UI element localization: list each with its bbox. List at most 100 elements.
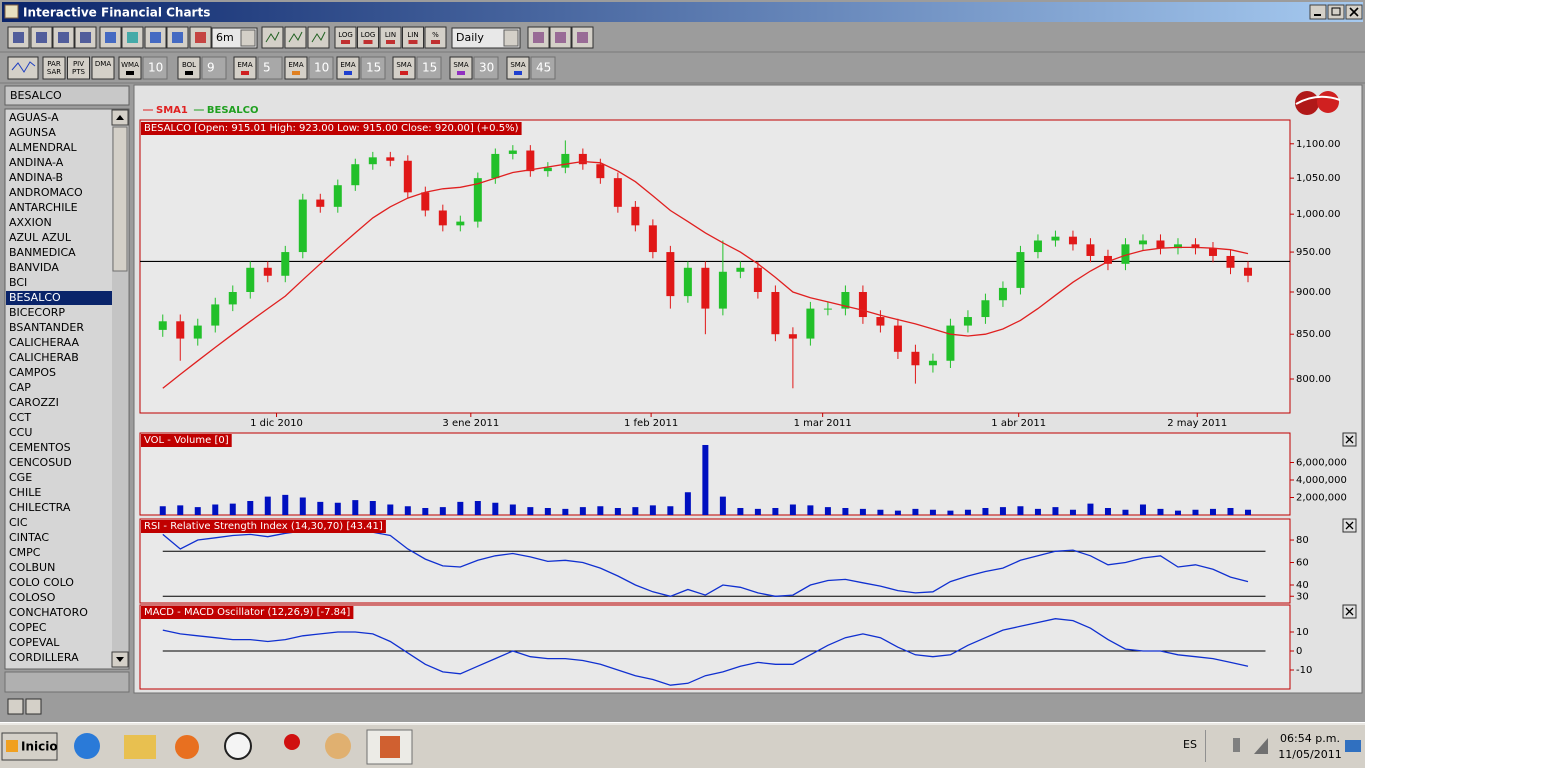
x-tick-label: 1 feb 2011 <box>624 418 678 429</box>
toolbar-button[interactable] <box>449 56 473 80</box>
volume-bar <box>1052 507 1059 515</box>
indicator-param[interactable] <box>360 56 386 80</box>
volume-bar <box>1227 507 1234 515</box>
symbol-item[interactable]: CCU <box>9 426 32 439</box>
symbol-item[interactable]: COLOSO <box>9 591 56 604</box>
symbol-item[interactable]: COLBUN <box>9 561 55 574</box>
candle-body <box>228 291 237 305</box>
y-tick-label: 10 <box>1296 627 1309 638</box>
show-desktop[interactable] <box>1345 740 1361 752</box>
maximize-button[interactable] <box>1327 4 1345 20</box>
toolbar-button[interactable] <box>7 56 39 80</box>
symbol-item[interactable]: COLO COLO <box>9 576 74 589</box>
symbol-item[interactable]: CMPC <box>9 546 41 559</box>
toolbar-button[interactable] <box>357 26 379 49</box>
symbol-item[interactable]: CCT <box>9 411 31 424</box>
toolbar-button[interactable] <box>379 26 402 49</box>
symbol-item[interactable]: CAP <box>9 381 31 394</box>
symbol-item[interactable]: AXXION <box>9 216 52 229</box>
symbol-item[interactable]: AGUNSA <box>9 126 56 139</box>
minimize-button[interactable] <box>1309 4 1327 20</box>
symbol-item[interactable]: AGUAS-A <box>9 111 59 124</box>
volume-bar <box>929 509 936 515</box>
indicator-param[interactable] <box>530 56 556 80</box>
paint-icon[interactable] <box>325 733 351 759</box>
toolbar-button[interactable] <box>118 56 142 80</box>
toolbar-button[interactable] <box>67 56 90 80</box>
symbol-item[interactable]: CGE <box>9 471 32 484</box>
symbol-item[interactable]: COPEC <box>9 621 47 634</box>
symbol-item[interactable]: CAROZZI <box>9 396 59 409</box>
toolbar-button[interactable] <box>336 56 360 80</box>
toolbar-button[interactable] <box>91 56 115 80</box>
toolbar-button[interactable] <box>42 56 66 80</box>
ie-icon[interactable] <box>74 733 100 759</box>
volume-bar <box>877 509 884 515</box>
toolbar-button[interactable] <box>424 26 447 49</box>
symbol-item[interactable]: CEMENTOS <box>9 441 71 454</box>
candle-body <box>298 199 307 253</box>
toolbar-button[interactable] <box>284 26 307 49</box>
symbol-item[interactable]: BCI <box>9 276 27 289</box>
volume-bar <box>1192 509 1199 515</box>
symbol-item[interactable]: ANDINA-A <box>9 156 64 169</box>
button-icon <box>195 32 206 43</box>
indicator-param[interactable] <box>308 56 334 80</box>
toolbar-button[interactable] <box>307 26 330 49</box>
toolbar-button[interactable] <box>177 56 201 80</box>
toolbar-button[interactable] <box>261 26 284 49</box>
pin-icon[interactable] <box>284 734 300 750</box>
symbol-item[interactable]: CALICHERAB <box>9 351 79 364</box>
interval-combo[interactable] <box>451 27 521 49</box>
symbol-item[interactable]: CIC <box>9 516 28 529</box>
indicator-param[interactable] <box>257 56 283 80</box>
symbol-item[interactable]: BESALCO <box>9 291 61 304</box>
toolbar-button[interactable] <box>284 56 308 80</box>
indicator-param[interactable] <box>473 56 499 80</box>
symbol-item[interactable]: ALMENDRAL <box>9 141 78 154</box>
symbol-item[interactable]: BANVIDA <box>9 261 59 274</box>
toolbar-button[interactable] <box>506 56 530 80</box>
symbol-item[interactable]: CAMPOS <box>9 366 56 379</box>
symbol-item[interactable]: BSANTANDER <box>9 321 84 334</box>
indicator-param[interactable] <box>201 56 227 80</box>
symbol-field[interactable] <box>4 85 130 106</box>
symbol-item[interactable]: CORDILLERA <box>9 651 79 664</box>
symbol-item[interactable]: CHILECTRA <box>9 501 71 514</box>
candle-body <box>578 153 587 165</box>
symbol-item[interactable]: CONCHATORO <box>9 606 88 619</box>
symbol-item[interactable]: BANMEDICA <box>9 246 76 259</box>
symbol-item[interactable]: ANDROMACO <box>9 186 83 199</box>
y-tick-label: 900.00 <box>1296 287 1331 298</box>
volume-bar <box>1122 509 1129 515</box>
symbol-item[interactable]: ANDINA-B <box>9 171 63 184</box>
symbol-item[interactable]: ANTARCHILE <box>9 201 78 214</box>
candle-body <box>193 325 202 339</box>
volume-bar <box>789 504 796 515</box>
symbol-item[interactable]: CALICHERAA <box>9 336 80 349</box>
clock-icon[interactable] <box>224 732 252 760</box>
toolbar-button[interactable] <box>334 26 357 49</box>
candle-body <box>613 178 622 207</box>
symbol-item[interactable]: COPEVAL <box>9 636 60 649</box>
toolbar-button[interactable] <box>392 56 416 80</box>
status-button[interactable] <box>7 698 24 715</box>
toolbar-button[interactable] <box>233 56 257 80</box>
scale-button-label: % <box>432 31 439 39</box>
media-icon[interactable] <box>175 735 199 759</box>
indicator-param[interactable] <box>142 56 168 80</box>
indicator-param[interactable] <box>416 56 442 80</box>
toolbar-button[interactable] <box>402 26 424 49</box>
symbol-item[interactable]: AZUL AZUL <box>9 231 72 244</box>
scroll-thumb[interactable] <box>112 126 128 272</box>
symbol-item[interactable]: CINTAC <box>9 531 49 544</box>
symbol-item[interactable]: CENCOSUD <box>9 456 72 469</box>
symbol-item[interactable]: BICECORP <box>9 306 65 319</box>
candle-body <box>1138 240 1147 245</box>
candle-body <box>456 221 465 226</box>
volume-bar <box>1069 509 1076 515</box>
explorer-icon[interactable] <box>124 735 156 759</box>
symbol-item[interactable]: CHILE <box>9 486 41 499</box>
status-button[interactable] <box>25 698 42 715</box>
java-icon <box>380 736 400 758</box>
